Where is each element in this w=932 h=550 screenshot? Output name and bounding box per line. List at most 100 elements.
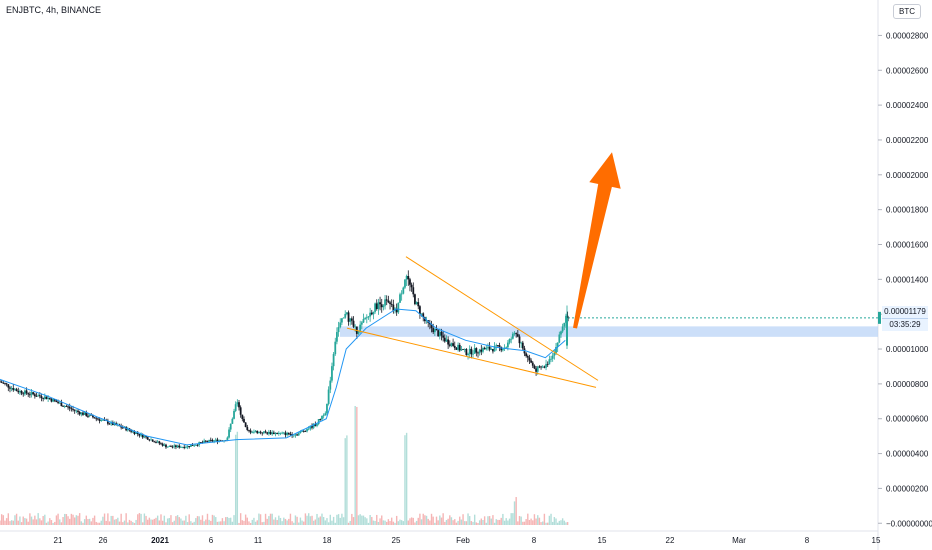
candle-body <box>341 318 343 323</box>
candle-body <box>309 425 312 429</box>
volume-bar <box>251 519 253 525</box>
volume-bar <box>371 517 373 525</box>
volume-bar <box>110 515 112 525</box>
candle-body <box>485 347 488 350</box>
volume-bar <box>107 513 109 525</box>
candle-body <box>438 331 441 337</box>
volume-bar <box>268 516 270 525</box>
candle-body <box>284 432 287 436</box>
volume-bar <box>98 522 101 525</box>
volume-bar <box>195 518 197 525</box>
candle-body <box>565 315 567 323</box>
volume-bar <box>535 518 537 525</box>
candle-body <box>553 352 556 356</box>
target-arrow[interactable] <box>573 152 621 329</box>
candle-body <box>17 391 20 393</box>
volume-bar <box>470 521 473 525</box>
candle-body <box>433 329 436 333</box>
volume-bar <box>523 521 526 525</box>
volume-bar <box>457 520 459 525</box>
candle-body <box>407 275 410 280</box>
volume-bar <box>102 516 104 525</box>
volume-bar <box>400 520 403 525</box>
candle-body <box>513 333 516 335</box>
candle-body <box>364 318 367 320</box>
volume-bar <box>322 516 325 525</box>
candle-body <box>437 330 440 337</box>
candle-body <box>68 406 71 409</box>
volume-bar <box>88 518 91 525</box>
volume-bar <box>45 522 48 525</box>
candle-body <box>216 439 219 442</box>
volume-bar <box>171 522 174 525</box>
volume-bar <box>17 520 19 525</box>
candle-body <box>160 443 162 445</box>
volume-bar <box>286 520 288 525</box>
volume-bar <box>226 516 229 525</box>
volume-bar <box>566 522 569 525</box>
candle-body <box>236 402 239 405</box>
candle-body <box>448 344 451 346</box>
candle-body <box>80 412 83 415</box>
candle-body <box>143 436 146 438</box>
candle-body <box>390 303 393 305</box>
volume-bar <box>498 519 501 525</box>
candle-body <box>321 415 323 420</box>
candle-body <box>468 348 471 354</box>
volume-bar <box>239 513 242 525</box>
volume-bar <box>123 520 126 525</box>
volume-bar <box>430 513 433 525</box>
volume-bar <box>10 520 13 525</box>
volume-bar <box>402 521 405 525</box>
volume-bar <box>266 518 268 525</box>
volume-bar <box>395 515 398 525</box>
candle-body <box>336 332 338 342</box>
candle-body <box>22 393 25 395</box>
candle-body <box>543 366 546 368</box>
candle-body <box>528 357 531 361</box>
candle-body <box>163 444 166 446</box>
candle-body <box>442 335 445 338</box>
candle-body <box>430 324 433 329</box>
candle-body <box>463 349 466 350</box>
volume-bar <box>374 520 376 525</box>
candle-body <box>352 320 355 327</box>
volume-bar <box>522 521 524 525</box>
volume-bar <box>39 518 41 525</box>
volume-bar <box>133 522 136 525</box>
candle-body <box>399 294 401 303</box>
wedge-lower-line[interactable] <box>346 327 597 388</box>
candle-body <box>478 349 481 354</box>
x-tick-label: 8 <box>805 536 810 545</box>
volume-bar <box>518 515 521 525</box>
candle-body <box>38 395 41 397</box>
candle-body <box>389 302 391 304</box>
volume-bar <box>294 515 297 525</box>
y-tick-label: 0.00002400 <box>886 101 929 110</box>
volume-bar <box>434 522 436 525</box>
candle-body <box>155 442 157 443</box>
volume-bar <box>560 520 562 525</box>
wedge-upper-line[interactable] <box>405 256 599 381</box>
last-price-marker <box>878 311 881 324</box>
candle-body <box>443 337 446 342</box>
volume-bar <box>346 435 348 525</box>
candle-body <box>370 312 373 315</box>
candle-body <box>299 431 302 434</box>
candle-body <box>9 387 11 389</box>
candle-body <box>516 334 519 337</box>
volume-bar <box>429 520 431 525</box>
candle-body <box>271 432 274 435</box>
currency-badge[interactable]: BTC <box>893 4 921 19</box>
candle-body <box>563 322 566 327</box>
y-tick-label: 0.00000800 <box>886 380 929 389</box>
volume-bar <box>361 515 363 525</box>
candle-body <box>148 439 151 441</box>
volume-bar <box>369 514 371 525</box>
volume-bar <box>444 521 446 525</box>
volume-bar <box>67 516 69 525</box>
candle-body <box>208 439 211 442</box>
volume-bar <box>137 514 139 525</box>
candle-body <box>0 381 3 383</box>
